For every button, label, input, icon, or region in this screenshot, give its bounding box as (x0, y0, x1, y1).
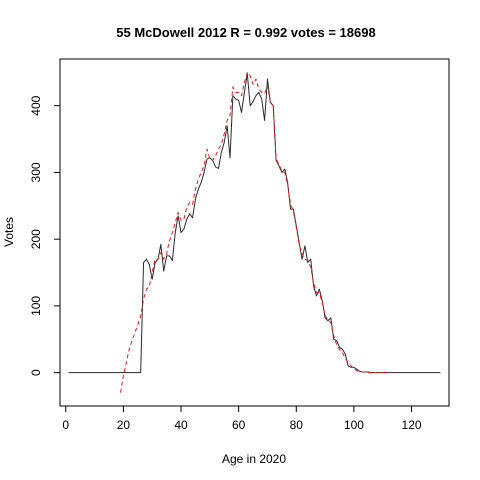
y-axis: 0 100 200 300 400 (29, 95, 61, 376)
x-tick-label: 0 (62, 418, 69, 432)
x-tick-label: 40 (174, 418, 188, 432)
chart-title: 55 McDowell 2012 R = 0.992 votes = 18698 (116, 25, 375, 40)
y-tick-label: 0 (29, 369, 43, 376)
x-tick-label: 60 (232, 418, 246, 432)
y-tick-label: 200 (29, 229, 43, 249)
series-line-dashed (120, 71, 389, 393)
x-axis-label: Age in 2020 (222, 452, 286, 466)
y-tick-label: 300 (29, 162, 43, 182)
x-axis: 0 20 40 60 80 100 120 (62, 405, 422, 432)
y-tick-label: 100 (29, 296, 43, 316)
series-line-solid (68, 73, 441, 374)
x-tick-label: 80 (290, 418, 304, 432)
x-tick-label: 20 (117, 418, 131, 432)
x-tick-label: 100 (344, 418, 364, 432)
y-tick-label: 400 (29, 95, 43, 115)
x-tick-label: 120 (402, 418, 422, 432)
y-axis-label: Votes (2, 217, 16, 247)
plot-frame (59, 58, 450, 407)
series-layer (68, 71, 441, 393)
